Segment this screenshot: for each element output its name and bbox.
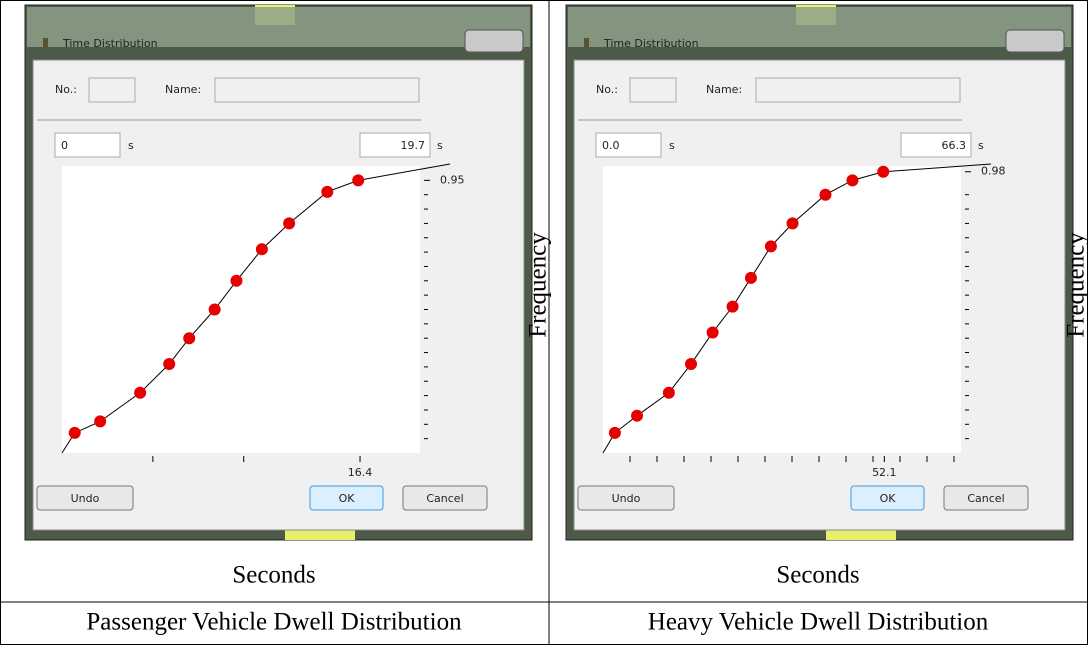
y-tick-label: 0.95 — [440, 173, 465, 186]
figure: Time Distribution No.: Name: 0 s 19.7 s 0.95 16.… — [0, 0, 1088, 645]
point — [134, 387, 146, 399]
point — [707, 326, 719, 338]
close-button[interactable] — [465, 30, 523, 52]
x-axis-label: Seconds — [776, 562, 859, 589]
y-axis-label: Frequency — [525, 232, 552, 338]
point — [183, 332, 195, 344]
point — [663, 387, 675, 399]
point — [321, 186, 333, 198]
point — [685, 358, 697, 370]
point — [609, 427, 621, 439]
min-value: 0.0 — [602, 139, 620, 152]
no-label: No.: — [55, 83, 77, 96]
point — [819, 189, 831, 201]
name-label: Name: — [706, 83, 742, 96]
y-axis-label: Frequency — [1063, 232, 1088, 338]
button-label: Cancel — [967, 492, 1004, 505]
max-unit: s — [437, 139, 443, 152]
button-label: OK — [880, 492, 897, 505]
y-tick-label: 0.98 — [981, 165, 1006, 178]
button-label: Undo — [71, 492, 100, 505]
point — [631, 410, 643, 422]
min-value: 0 — [61, 139, 68, 152]
x-tick-label: 16.4 — [348, 466, 373, 479]
background-strip — [285, 530, 355, 540]
point — [94, 415, 106, 427]
caption: Passenger Vehicle Dwell Distribution — [86, 609, 462, 636]
caption: Heavy Vehicle Dwell Distribution — [648, 609, 989, 636]
point — [209, 304, 221, 316]
point — [256, 243, 268, 255]
dialog-window: Time Distribution No.: Name: 0 s 19.7 s 0.95 16.… — [25, 5, 532, 540]
point — [745, 272, 757, 284]
point — [163, 358, 175, 370]
max-value: 19.7 — [401, 139, 426, 152]
point — [69, 427, 81, 439]
button-label: Cancel — [426, 492, 463, 505]
window-title: Time Distribution — [603, 37, 699, 50]
point — [727, 301, 739, 313]
point — [283, 217, 295, 229]
dialog-window: Time Distribution No.: Name: 0.0 s 66.3 s 0.98 5… — [566, 5, 1073, 540]
max-unit: s — [978, 139, 984, 152]
point — [230, 275, 242, 287]
point — [846, 174, 858, 186]
x-tick-label: 52.1 — [872, 466, 897, 479]
point — [787, 217, 799, 229]
background-strip — [826, 530, 896, 540]
min-unit: s — [669, 139, 675, 152]
window-title: Time Distribution — [62, 37, 158, 50]
name-field — [756, 78, 960, 102]
min-unit: s — [128, 139, 134, 152]
plot-area — [603, 166, 961, 453]
name-label: Name: — [165, 83, 201, 96]
title-icon — [584, 38, 589, 49]
button-label: Undo — [612, 492, 641, 505]
point — [352, 174, 364, 186]
no-label: No.: — [596, 83, 618, 96]
title-icon — [43, 38, 48, 49]
button-label: OK — [339, 492, 356, 505]
point — [877, 166, 889, 178]
max-value: 66.3 — [942, 139, 967, 152]
point — [765, 240, 777, 252]
name-field — [215, 78, 419, 102]
close-button[interactable] — [1006, 30, 1064, 52]
no-field — [89, 78, 135, 102]
no-field — [630, 78, 676, 102]
x-axis-label: Seconds — [232, 562, 315, 589]
